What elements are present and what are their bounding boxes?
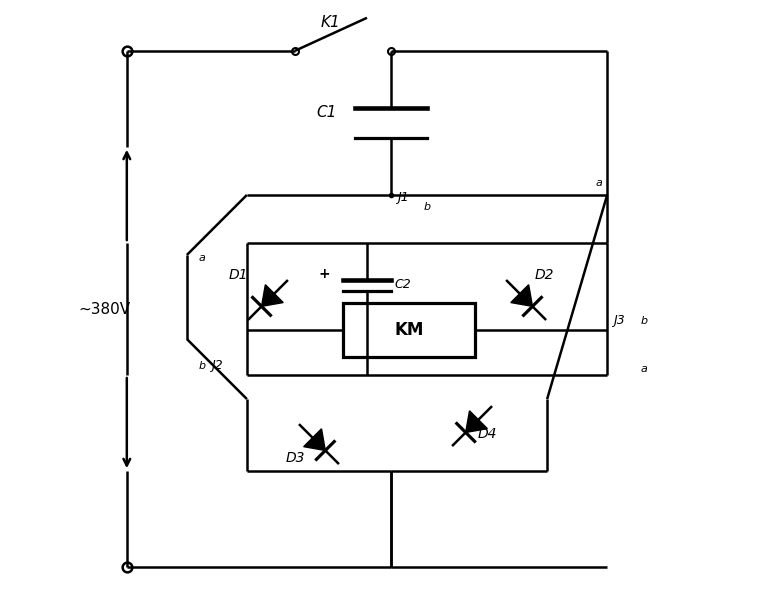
Text: J1: J1 bbox=[397, 191, 409, 204]
Text: J2: J2 bbox=[211, 359, 223, 372]
Text: D3: D3 bbox=[286, 451, 305, 465]
Text: a: a bbox=[641, 364, 647, 374]
Text: D4: D4 bbox=[478, 427, 497, 441]
Text: D2: D2 bbox=[535, 268, 555, 282]
Bar bbox=[343, 303, 475, 357]
Polygon shape bbox=[304, 429, 325, 450]
Text: b: b bbox=[199, 361, 206, 371]
Polygon shape bbox=[262, 285, 283, 307]
Text: KM: KM bbox=[394, 321, 424, 339]
Text: ~380V: ~380V bbox=[79, 302, 131, 316]
Text: C1: C1 bbox=[316, 105, 337, 120]
Text: D1: D1 bbox=[229, 268, 249, 282]
Text: C2: C2 bbox=[394, 278, 411, 291]
Text: +: + bbox=[319, 267, 330, 281]
Text: K1: K1 bbox=[321, 15, 341, 30]
Polygon shape bbox=[465, 411, 487, 433]
Text: b: b bbox=[424, 202, 431, 212]
Polygon shape bbox=[511, 285, 532, 307]
Text: a: a bbox=[595, 178, 602, 188]
Text: b: b bbox=[641, 316, 647, 326]
Text: J3: J3 bbox=[613, 314, 625, 327]
Text: a: a bbox=[199, 253, 205, 263]
